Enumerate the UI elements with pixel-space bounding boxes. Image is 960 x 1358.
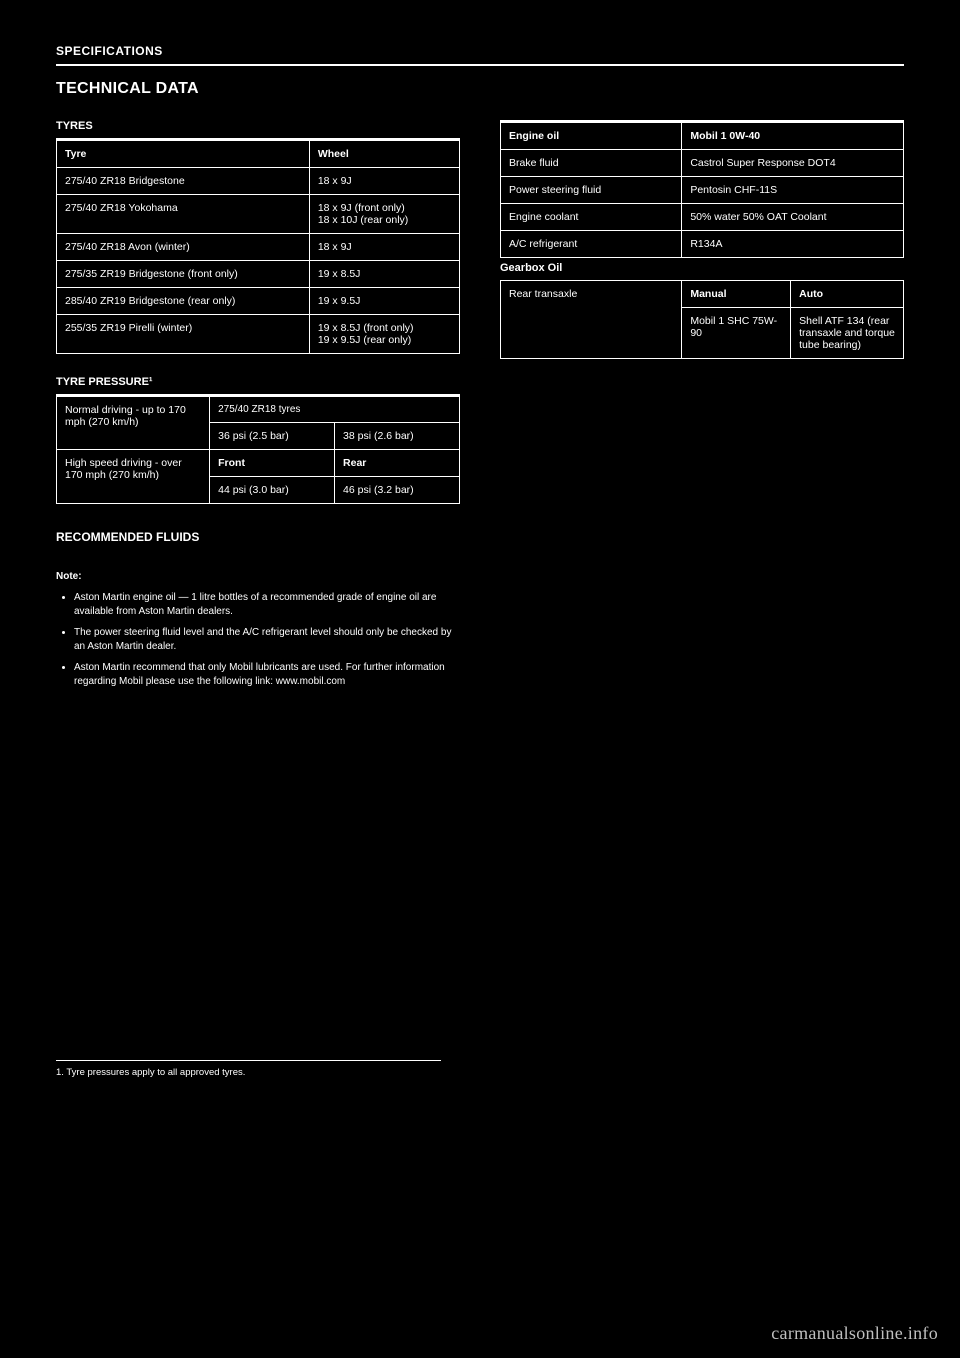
table-row: 275/40 ZR18 Bridgestone18 x 9J xyxy=(57,168,460,195)
gearbox-table: Rear transaxle Manual Auto Mobil 1 SHC 7… xyxy=(500,280,904,359)
pressure-table: Normal driving - up to 170 mph (270 km/h… xyxy=(56,396,460,504)
site-watermark: carmanualsonline.info xyxy=(771,1323,938,1344)
table-cell: Pentosin CHF-11S xyxy=(682,177,904,204)
content-columns: TYRES Tyre Wheel 275/40 ZR18 Bridgestone… xyxy=(56,114,904,696)
list-item: Aston Martin recommend that only Mobil l… xyxy=(74,661,460,690)
left-column: TYRES Tyre Wheel 275/40 ZR18 Bridgestone… xyxy=(56,114,460,696)
table-cell: 255/35 ZR19 Pirelli (winter) xyxy=(57,315,310,354)
table-cell: 19 x 9.5J xyxy=(309,288,459,315)
table-cell: 275/40 ZR18 Bridgestone xyxy=(57,168,310,195)
note-block: Note: Aston Martin engine oil — 1 litre … xyxy=(56,570,460,690)
list-item: The power steering fluid level and the A… xyxy=(74,626,460,655)
tyres-col-tyre: Tyre xyxy=(57,141,310,168)
gearbox-auto-header: Auto xyxy=(791,281,904,308)
table-cell: 18 x 9J xyxy=(309,234,459,261)
pressure-front-2: 44 psi (3.0 bar) xyxy=(210,477,335,504)
table-row: 275/40 ZR18 Avon (winter)18 x 9J xyxy=(57,234,460,261)
table-cell: 19 x 8.5J (front only) 19 x 9.5J (rear o… xyxy=(309,315,459,354)
right-column: Engine oil Mobil 1 0W-40 Brake fluidCast… xyxy=(500,114,904,696)
table-cell: Power steering fluid xyxy=(501,177,682,204)
table-cell: A/C refrigerant xyxy=(501,231,682,258)
table-row: Engine coolant50% water 50% OAT Coolant xyxy=(501,204,904,231)
table-cell: Brake fluid xyxy=(501,150,682,177)
pressure-label-1: Normal driving - up to 170 mph (270 km/h… xyxy=(57,397,210,450)
table-cell: R134A xyxy=(682,231,904,258)
pressure-label-2: High speed driving - over 170 mph (270 k… xyxy=(57,450,210,504)
table-row: 255/35 ZR19 Pirelli (winter)19 x 8.5J (f… xyxy=(57,315,460,354)
fluids-block: RECOMMENDED FLUIDS xyxy=(56,530,460,544)
section-header: SPECIFICATIONS xyxy=(56,44,904,66)
gearbox-heading: Gearbox Oil xyxy=(500,262,904,274)
table-row: Brake fluidCastrol Super Response DOT4 xyxy=(501,150,904,177)
table-cell: 19 x 8.5J xyxy=(309,261,459,288)
footnote: 1. Tyre pressures apply to all approved … xyxy=(56,1060,441,1078)
pressure-front-1: 36 psi (2.5 bar) xyxy=(210,423,335,450)
table-row: 285/40 ZR19 Bridgestone (rear only)19 x … xyxy=(57,288,460,315)
fluids-col-1: Engine oil xyxy=(501,123,682,150)
gearbox-auto-value: Shell ATF 134 (rear transaxle and torque… xyxy=(791,308,904,359)
table-row: Power steering fluidPentosin CHF-11S xyxy=(501,177,904,204)
table-cell: 18 x 9J (front only) 18 x 10J (rear only… xyxy=(309,195,459,234)
page-title: TECHNICAL DATA xyxy=(56,80,904,98)
pressure-rear-1: 38 psi (2.6 bar) xyxy=(335,423,460,450)
pressure-tyre-size: 275/40 ZR18 tyres xyxy=(210,397,460,423)
fluids-heading: RECOMMENDED FLUIDS xyxy=(56,530,460,544)
list-item: Aston Martin engine oil — 1 litre bottle… xyxy=(74,591,460,620)
table-cell: 50% water 50% OAT Coolant xyxy=(682,204,904,231)
note-label: Note: xyxy=(56,570,460,585)
fluids-table: Engine oil Mobil 1 0W-40 Brake fluidCast… xyxy=(500,122,904,258)
table-cell: 275/40 ZR18 Yokohama xyxy=(57,195,310,234)
fluids-col-2: Mobil 1 0W-40 xyxy=(682,123,904,150)
table-cell: Castrol Super Response DOT4 xyxy=(682,150,904,177)
pressure-front-header: Front xyxy=(210,450,335,477)
pressure-heading: TYRE PRESSURE¹ xyxy=(56,376,460,388)
table-cell: 275/35 ZR19 Bridgestone (front only) xyxy=(57,261,310,288)
section-label: SPECIFICATIONS xyxy=(56,44,904,58)
table-cell: 285/40 ZR19 Bridgestone (rear only) xyxy=(57,288,310,315)
header-rule xyxy=(56,64,904,66)
tyres-heading: TYRES xyxy=(56,120,460,132)
gearbox-manual-header: Manual xyxy=(682,281,791,308)
pressure-rear-header: Rear xyxy=(335,450,460,477)
note-list: Aston Martin engine oil — 1 litre bottle… xyxy=(56,591,460,690)
table-row: A/C refrigerantR134A xyxy=(501,231,904,258)
table-cell: 18 x 9J xyxy=(309,168,459,195)
gearbox-manual-value: Mobil 1 SHC 75W-90 xyxy=(682,308,791,359)
table-cell: 275/40 ZR18 Avon (winter) xyxy=(57,234,310,261)
table-cell: Engine coolant xyxy=(501,204,682,231)
table-row: 275/40 ZR18 Yokohama18 x 9J (front only)… xyxy=(57,195,460,234)
table-row: 275/35 ZR19 Bridgestone (front only)19 x… xyxy=(57,261,460,288)
gearbox-label: Rear transaxle xyxy=(501,281,682,359)
tyres-table: Tyre Wheel 275/40 ZR18 Bridgestone18 x 9… xyxy=(56,140,460,354)
tyres-col-wheel: Wheel xyxy=(309,141,459,168)
pressure-rear-2: 46 psi (3.2 bar) xyxy=(335,477,460,504)
